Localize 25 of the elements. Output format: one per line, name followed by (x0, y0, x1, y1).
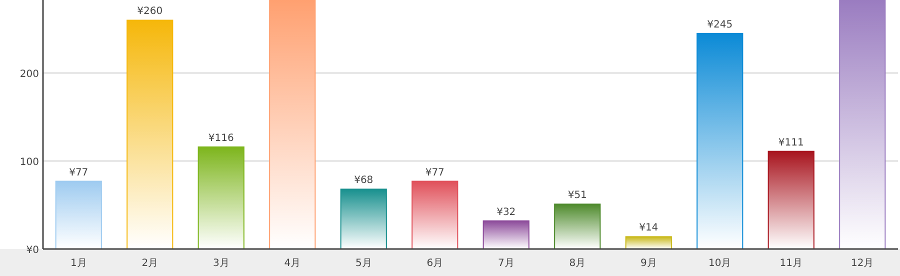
data-label: ¥32 (496, 206, 516, 218)
x-tick-label: 11月 (780, 258, 802, 269)
x-tick-label: 12月 (851, 258, 874, 269)
x-tick-label: 8月 (569, 258, 586, 269)
data-label: ¥111 (778, 137, 804, 148)
y-tick-label: 200 (20, 69, 39, 80)
x-tick-label: 4月 (284, 258, 301, 269)
data-label: ¥77 (425, 167, 444, 178)
x-tick-label: 3月 (212, 258, 230, 269)
data-label: ¥68 (354, 175, 374, 186)
x-tick-label: 6月 (426, 258, 444, 269)
data-label: ¥260 (137, 6, 163, 18)
data-label: ¥245 (707, 19, 733, 30)
data-label: ¥51 (568, 190, 587, 202)
y-tick-label: ¥0 (26, 245, 39, 256)
x-tick-label: 5月 (355, 258, 372, 269)
x-tick-label: 1月 (70, 258, 87, 269)
x-tick-label: 7月 (498, 258, 514, 269)
data-label: ¥116 (208, 132, 234, 144)
x-tick-label: 9月 (640, 258, 657, 269)
x-tick-label: 10月 (708, 258, 732, 269)
data-label: ¥14 (639, 222, 658, 234)
y-tick-label: 100 (20, 157, 39, 168)
data-label: ¥77 (69, 167, 88, 178)
x-tick-label: 2月 (142, 258, 158, 269)
